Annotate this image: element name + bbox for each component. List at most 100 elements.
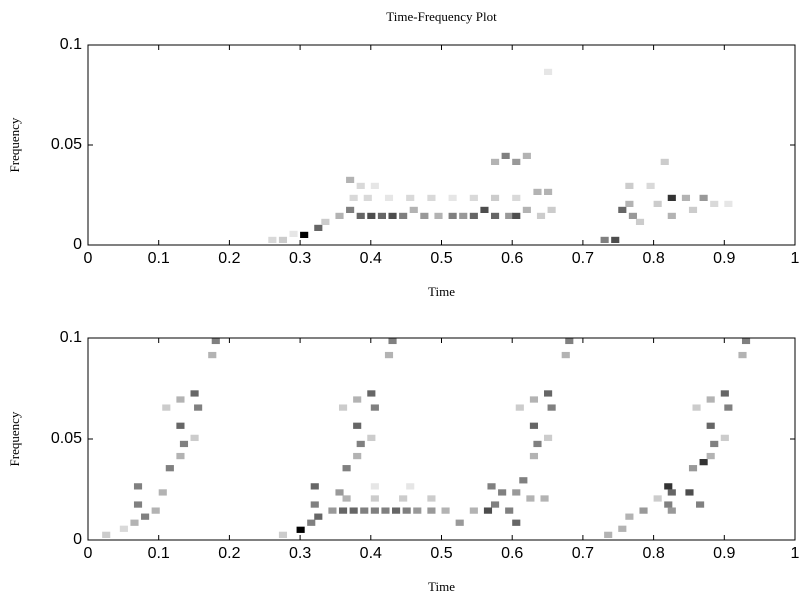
x-tick-label: 0.1: [148, 545, 170, 562]
heat-cell: [448, 212, 457, 219]
heat-cell: [681, 194, 691, 201]
heat-cell: [653, 495, 662, 502]
heat-cell: [540, 495, 549, 502]
heat-cell: [176, 422, 185, 429]
heat-cell: [310, 501, 319, 508]
heat-cell: [370, 182, 379, 189]
heat-cell: [505, 507, 514, 514]
heat-cell: [392, 507, 401, 514]
heat-cell: [710, 200, 719, 207]
heat-cell: [335, 489, 344, 496]
heat-cell: [628, 212, 637, 219]
heat-cell: [660, 158, 669, 165]
heat-cell: [625, 200, 634, 207]
heat-cell: [409, 206, 418, 213]
heat-cell: [724, 200, 733, 207]
x-tick-label: 0.6: [501, 545, 523, 562]
heat-cell: [328, 507, 337, 514]
heat-cell: [604, 531, 613, 538]
x-tick-label: 0.9: [713, 545, 735, 562]
heat-cell: [483, 507, 493, 514]
heat-cell: [133, 483, 143, 490]
heat-cell: [490, 158, 500, 165]
y-tick-label: 0.05: [51, 430, 82, 447]
heat-cell: [384, 351, 394, 359]
y-tick-label: 0.05: [51, 136, 82, 153]
heat-cell: [370, 495, 379, 502]
heat-cell: [367, 434, 376, 442]
heat-cell: [512, 519, 521, 526]
heat-cell: [165, 465, 174, 472]
heat-cell: [388, 212, 397, 219]
heat-cell: [667, 212, 676, 219]
heat-cell: [151, 507, 160, 514]
y-axis-label: Frequency: [7, 411, 22, 466]
heat-cell: [738, 351, 747, 359]
heat-cell: [427, 495, 436, 502]
heat-cell: [102, 531, 111, 538]
heat-cell: [289, 230, 298, 237]
heat-cell: [720, 390, 729, 397]
heat-cell: [455, 519, 464, 526]
heat-cell: [544, 434, 553, 442]
heat-cell: [667, 507, 676, 514]
heat-cell: [512, 212, 521, 219]
heat-cell: [360, 507, 369, 514]
heat-cell: [268, 236, 277, 243]
heat-cell: [611, 236, 620, 243]
heat-cell: [190, 390, 199, 397]
heat-cell: [176, 452, 185, 460]
x-axis-label: Time: [428, 579, 455, 594]
heat-cell: [321, 218, 330, 225]
heat-cell: [353, 422, 362, 429]
heat-cell: [699, 194, 708, 201]
heat-cell: [176, 396, 185, 403]
heat-cell: [314, 224, 323, 231]
heat-cell: [487, 483, 496, 490]
heat-cell: [208, 351, 217, 359]
y-tick-label: 0: [73, 531, 82, 548]
heat-cell: [342, 465, 351, 472]
x-tick-label: 0.3: [289, 250, 311, 267]
heat-cell: [498, 489, 507, 496]
y-tick-label: 0: [73, 236, 82, 253]
heat-cell: [367, 212, 376, 219]
x-tick-label: 0.3: [289, 545, 311, 562]
heat-cell: [653, 200, 662, 207]
heat-cell: [363, 194, 372, 201]
heat-cell: [377, 212, 387, 219]
heat-cell: [561, 351, 570, 359]
heat-cell: [427, 507, 436, 514]
heat-cell: [141, 513, 150, 520]
x-axis-label: Time: [428, 284, 455, 299]
heat-cell: [505, 212, 514, 219]
heat-cell: [367, 390, 376, 397]
heat-cell: [278, 531, 288, 538]
heat-cell: [600, 236, 609, 243]
heat-cell: [370, 483, 379, 490]
heat-cell: [529, 396, 539, 403]
heat-cell: [480, 206, 489, 213]
heat-cell: [356, 182, 365, 189]
heat-cell: [370, 404, 379, 411]
heat-cell: [667, 194, 676, 201]
x-tick-label: 0.7: [572, 250, 594, 267]
heat-cell: [399, 495, 408, 502]
heat-cell: [625, 513, 634, 520]
heat-cell: [547, 404, 556, 411]
x-tick-label: 0.6: [501, 250, 523, 267]
heat-cell: [356, 440, 365, 448]
heat-cell: [370, 507, 379, 514]
heat-cell: [529, 422, 539, 429]
heat-cell: [720, 434, 729, 442]
x-tick-label: 0.2: [218, 545, 240, 562]
heat-cell: [469, 507, 478, 514]
heat-cell: [688, 206, 698, 213]
heat-cell: [501, 152, 510, 159]
x-tick-label: 0.5: [430, 545, 452, 562]
heat-cell: [533, 188, 542, 195]
heat-cell: [529, 452, 539, 460]
heat-cell: [544, 68, 553, 75]
x-tick-label: 1: [791, 545, 800, 562]
